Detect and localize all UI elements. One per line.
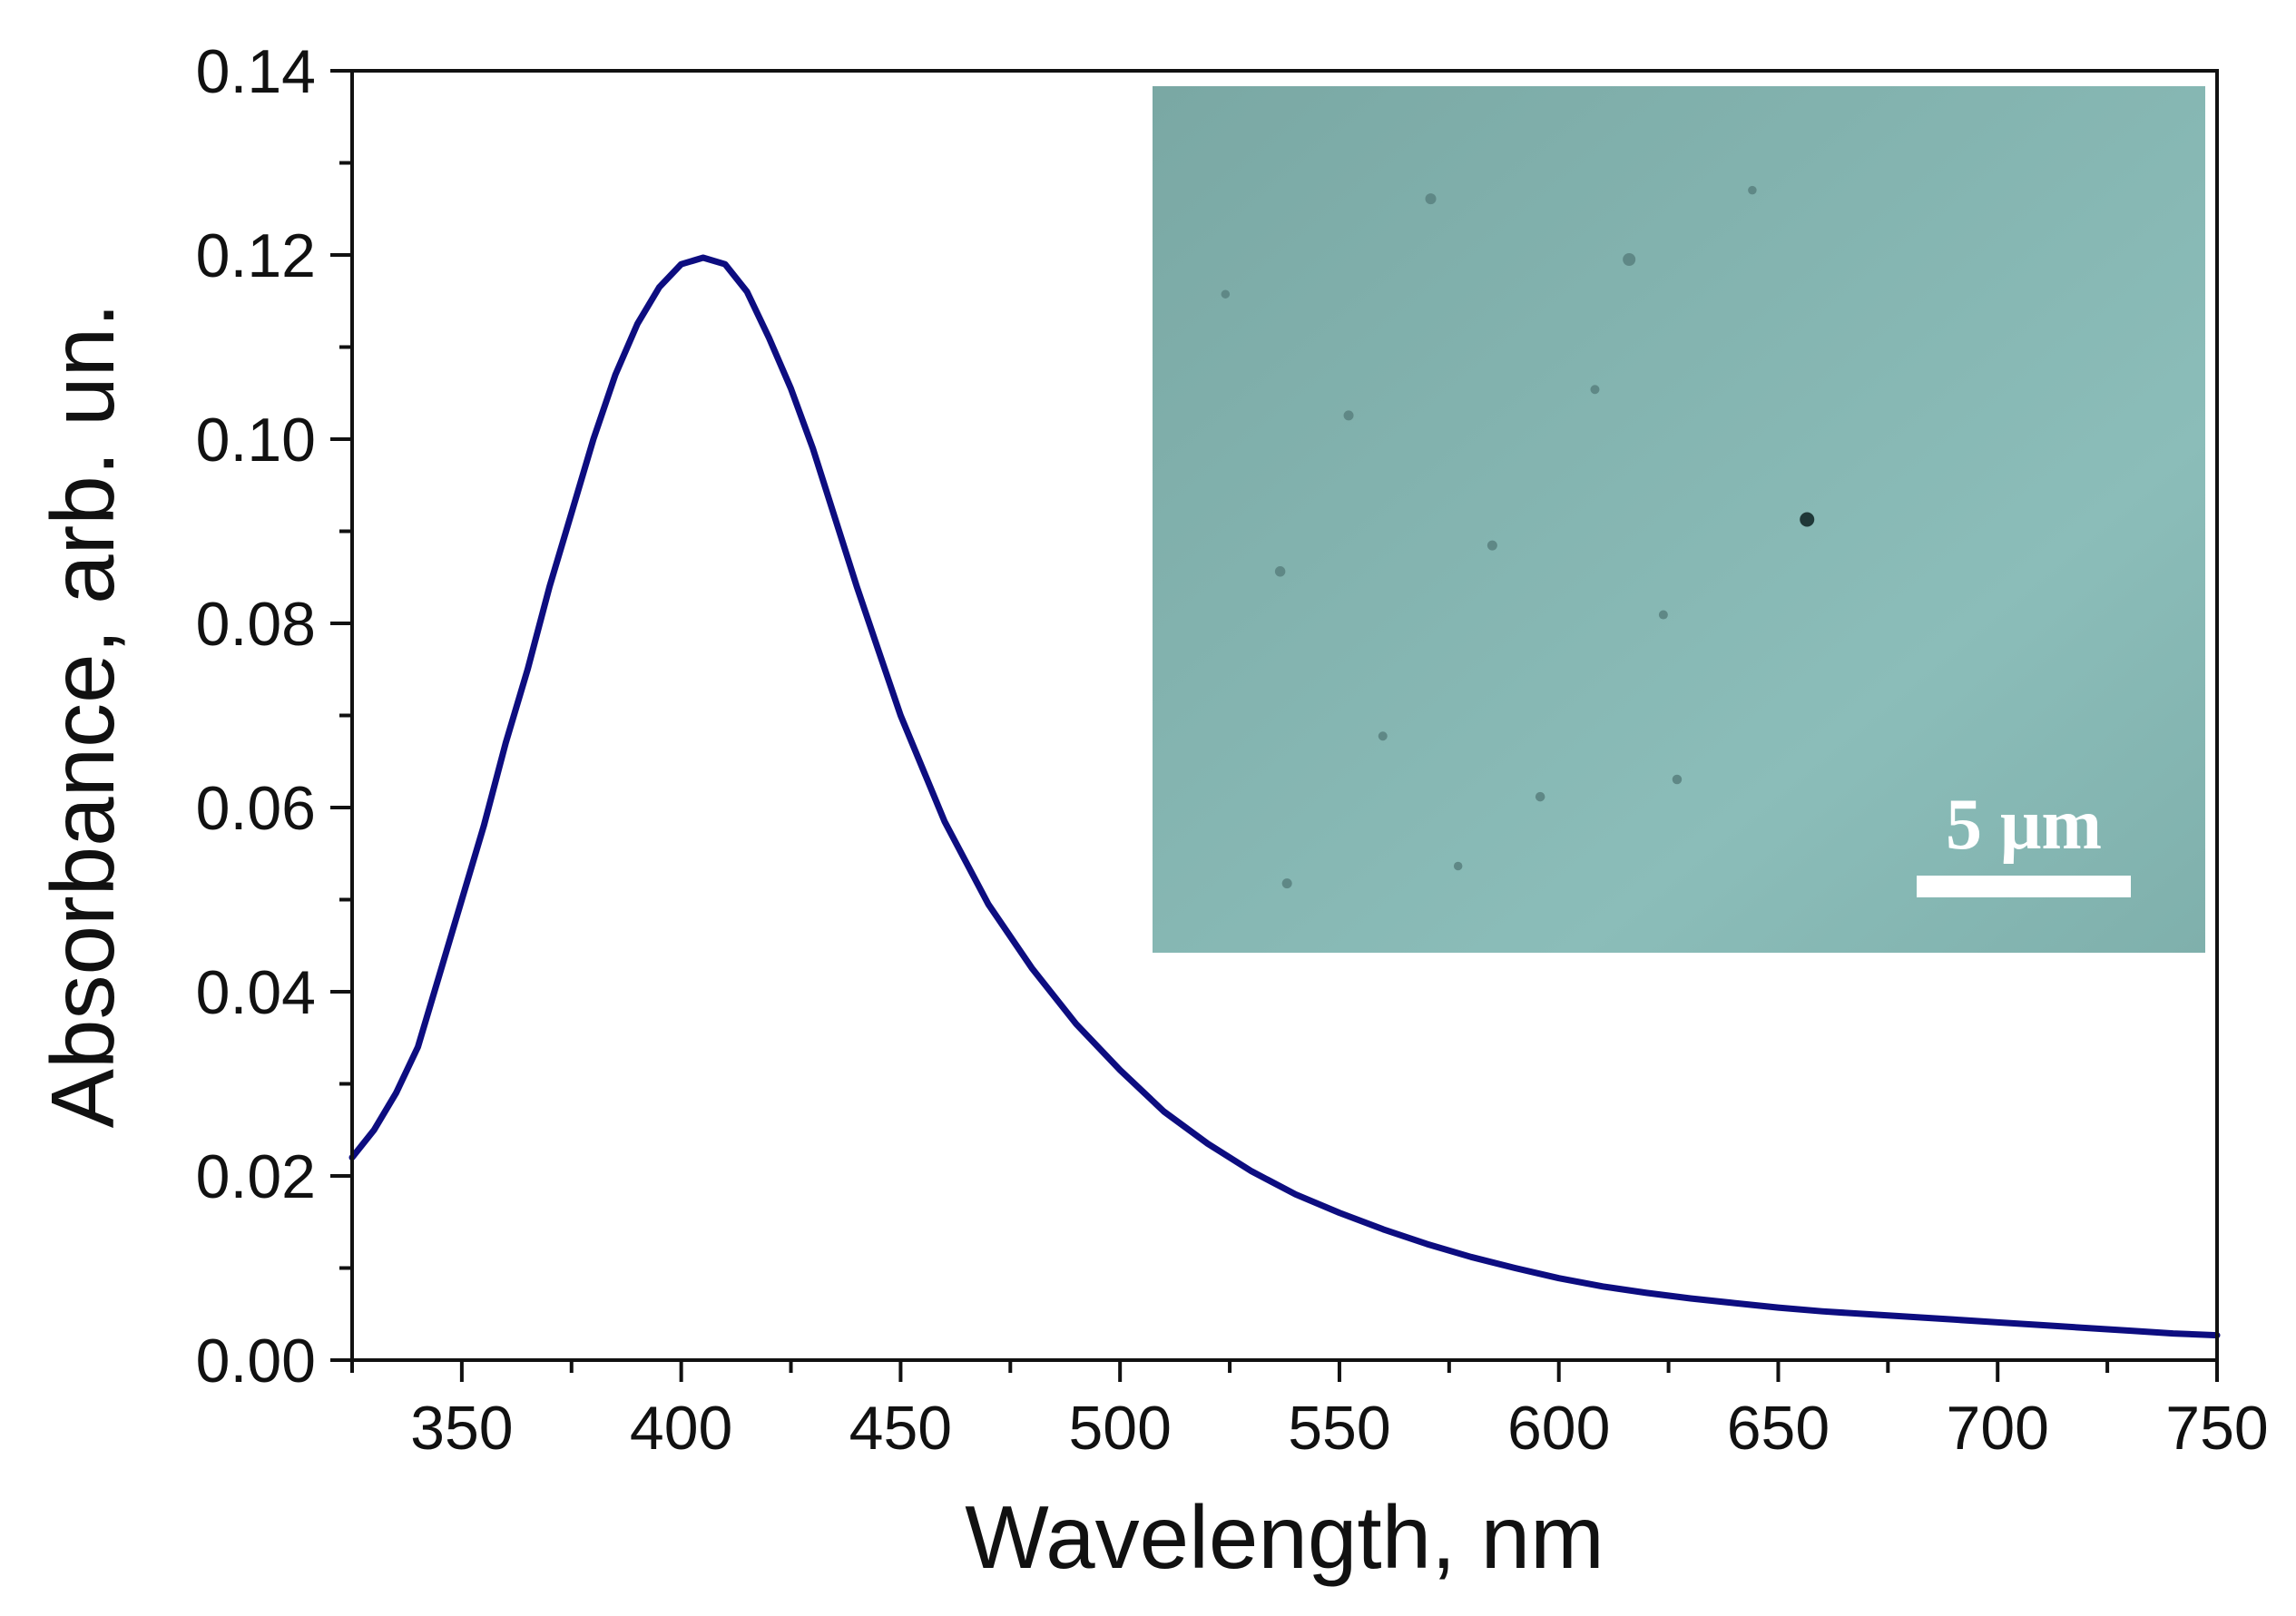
inset-particle	[1343, 410, 1354, 421]
inset-particle	[1221, 289, 1231, 299]
y-axis-title: Absorbance, arb. un.	[33, 303, 132, 1129]
y-tick-label: 0.14	[196, 37, 316, 106]
inset-particles	[1221, 185, 1815, 889]
x-tick-label: 750	[2165, 1394, 2268, 1463]
x-tick-label: 600	[1507, 1394, 1610, 1463]
scale-bar-label: 5 μm	[1946, 785, 2102, 865]
y-tick-label: 0.06	[196, 774, 316, 843]
inset-particle	[1378, 731, 1388, 741]
scale-bar	[1917, 876, 2131, 897]
x-tick-label: 650	[1727, 1394, 1830, 1463]
inset-particle	[1453, 861, 1463, 871]
inset-particle	[1425, 193, 1437, 205]
x-tick-label: 350	[410, 1394, 513, 1463]
y-tick-label: 0.12	[196, 221, 316, 290]
x-axis-ticks: 350 400 450 500 550 600 650 700 750	[350, 1360, 2269, 1463]
x-tick-label: 550	[1288, 1394, 1390, 1463]
inset-particle	[1487, 540, 1497, 551]
inset-particle	[1623, 253, 1636, 266]
inset-particle	[1800, 512, 1815, 527]
inset-particle	[1748, 185, 1757, 195]
inset-particle	[1281, 878, 1292, 889]
x-tick-label: 700	[1947, 1394, 2049, 1463]
microscope-inset-image: 5 μm	[1153, 86, 2205, 953]
x-tick-label: 400	[630, 1394, 732, 1463]
y-tick-label: 0.02	[196, 1142, 316, 1211]
inset-particle	[1658, 610, 1668, 620]
absorbance-series-line	[348, 254, 2221, 1339]
y-tick-label: 0.08	[196, 590, 316, 659]
inset-particle	[1672, 774, 1683, 785]
y-tick-label: 0.00	[196, 1327, 316, 1396]
inset-background	[1153, 86, 2205, 953]
y-axis-ticks: 0.00 0.02 0.04 0.06 0.08 0.10 0.12 0.14	[196, 37, 352, 1396]
inset-particle	[1274, 566, 1286, 577]
x-tick-label: 500	[1068, 1394, 1171, 1463]
inset-particle	[1590, 385, 1600, 395]
x-axis-title: Wavelength, nm	[965, 1487, 1604, 1587]
x-tick-label: 450	[849, 1394, 952, 1463]
y-tick-label: 0.04	[196, 958, 316, 1027]
inset-particle	[1535, 791, 1545, 802]
y-tick-label: 0.10	[196, 406, 316, 475]
